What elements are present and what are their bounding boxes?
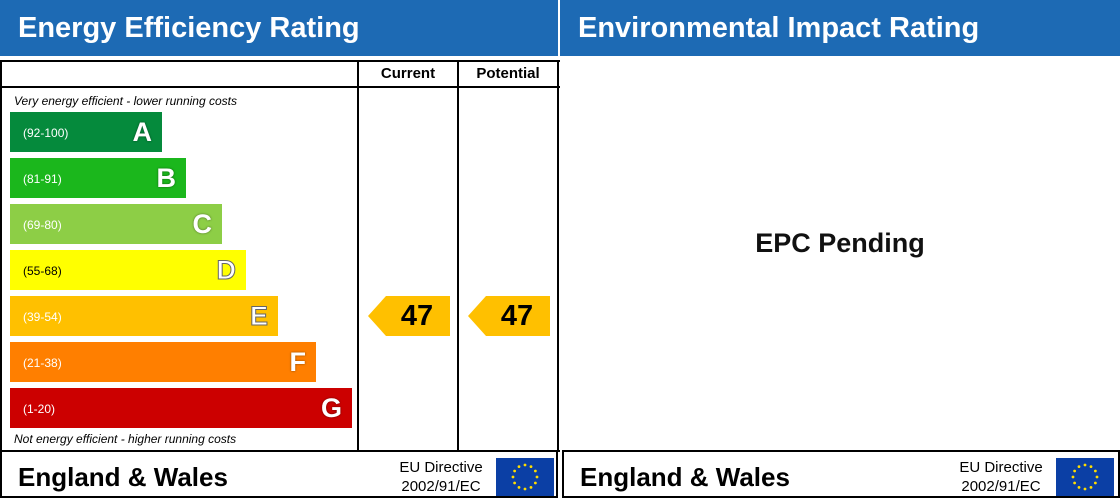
eu-star-icon: [513, 481, 517, 485]
eu-star-icon: [533, 469, 537, 473]
environmental-impact-title: Environmental Impact Rating: [560, 0, 1120, 56]
eu-star-icon: [1071, 475, 1075, 479]
top-efficiency-note: Very energy efficient - lower running co…: [14, 94, 237, 108]
eu-star-icon: [1073, 481, 1077, 485]
rating-band-range: (55-68): [23, 264, 62, 278]
rating-band-range: (92-100): [23, 126, 69, 140]
epc-pending-status: EPC Pending: [755, 228, 925, 258]
eu-star-icon: [1093, 481, 1097, 485]
eu-flag-icon: [1056, 458, 1114, 496]
footer-country-label: England & Wales: [18, 462, 228, 492]
rating-band-range: (1-20): [23, 402, 56, 416]
rating-band-letter: D: [216, 255, 236, 286]
footer-country-label: England & Wales: [580, 462, 790, 492]
potential-rating-value: 47: [500, 300, 534, 332]
eu-star-icon: [1077, 485, 1081, 489]
eu-star-icon: [1089, 485, 1093, 489]
eu-star-icon: [1095, 475, 1099, 479]
rating-band-c: (69-80) C: [10, 204, 222, 244]
eu-directive-line1: EU Directive: [959, 459, 1043, 476]
current-arrow-shape: [368, 296, 450, 336]
eu-directive-line1: EU Directive: [399, 459, 483, 476]
rating-band-g: (1-20) G: [10, 388, 352, 428]
eu-star-icon: [535, 475, 539, 479]
rating-band-range: (69-80): [23, 218, 62, 232]
eu-star-icon: [517, 485, 521, 489]
rating-band-d: (55-68) D: [10, 250, 246, 290]
environmental-impact-panel: Environmental Impact Rating EPC Pending …: [560, 0, 1120, 500]
eu-star-icon: [1073, 469, 1077, 473]
eu-star-icon: [1089, 465, 1093, 469]
eu-star-icon: [1077, 465, 1081, 469]
rating-band-b: (81-91) B: [10, 158, 186, 198]
potential-rating-arrow: 47: [468, 296, 550, 336]
eu-star-icon: [517, 465, 521, 469]
eu-star-icon: [1083, 487, 1087, 491]
eu-star-icon: [529, 485, 533, 489]
eu-directive-label: EU Directive 2002/91/EC: [946, 458, 1056, 496]
eu-star-icon: [511, 475, 515, 479]
eu-star-icon: [1083, 463, 1087, 467]
eu-directive-line2: 2002/91/EC: [961, 478, 1041, 495]
eu-star-icon: [523, 463, 527, 467]
potential-arrow-shape: [468, 296, 550, 336]
rating-band-range: (81-91): [23, 172, 62, 186]
eu-directive-line2: 2002/91/EC: [401, 478, 481, 495]
bottom-efficiency-note: Not energy efficient - higher running co…: [14, 432, 237, 446]
eu-flag-icon: [496, 458, 554, 496]
rating-band-range: (39-54): [23, 310, 62, 324]
rating-band-range: (21-38): [23, 356, 62, 370]
potential-column-header: Potential: [476, 65, 540, 82]
eu-star-icon: [533, 481, 537, 485]
eu-star-icon: [1093, 469, 1097, 473]
rating-band-letter: E: [249, 301, 268, 332]
rating-band-a: (92-100) A: [10, 112, 162, 152]
eu-directive-label: EU Directive 2002/91/EC: [386, 458, 496, 496]
environment-footer: England & Wales EU Directive 2002/91/EC: [562, 450, 1120, 498]
eu-star-icon: [523, 487, 527, 491]
current-rating-value: 47: [400, 300, 434, 332]
rating-band-letter: C: [192, 209, 213, 239]
rating-band-e: (39-54) E: [10, 296, 278, 336]
rating-band-letter: G: [320, 393, 342, 423]
current-rating-arrow: 47: [368, 296, 450, 336]
energy-efficiency-title: Energy Efficiency Rating: [0, 0, 558, 56]
rating-band-letter: A: [132, 117, 153, 147]
rating-band-letter: B: [156, 163, 177, 193]
eu-star-icon: [529, 465, 533, 469]
eu-star-icon: [513, 469, 517, 473]
energy-footer: England & Wales EU Directive 2002/91/EC: [0, 450, 558, 498]
rating-band-f: (21-38) F: [10, 342, 316, 382]
rating-band-letter: F: [289, 347, 307, 377]
energy-efficiency-panel: Energy Efficiency Rating Current Potenti…: [0, 0, 560, 500]
current-column-header: Current: [380, 65, 436, 82]
